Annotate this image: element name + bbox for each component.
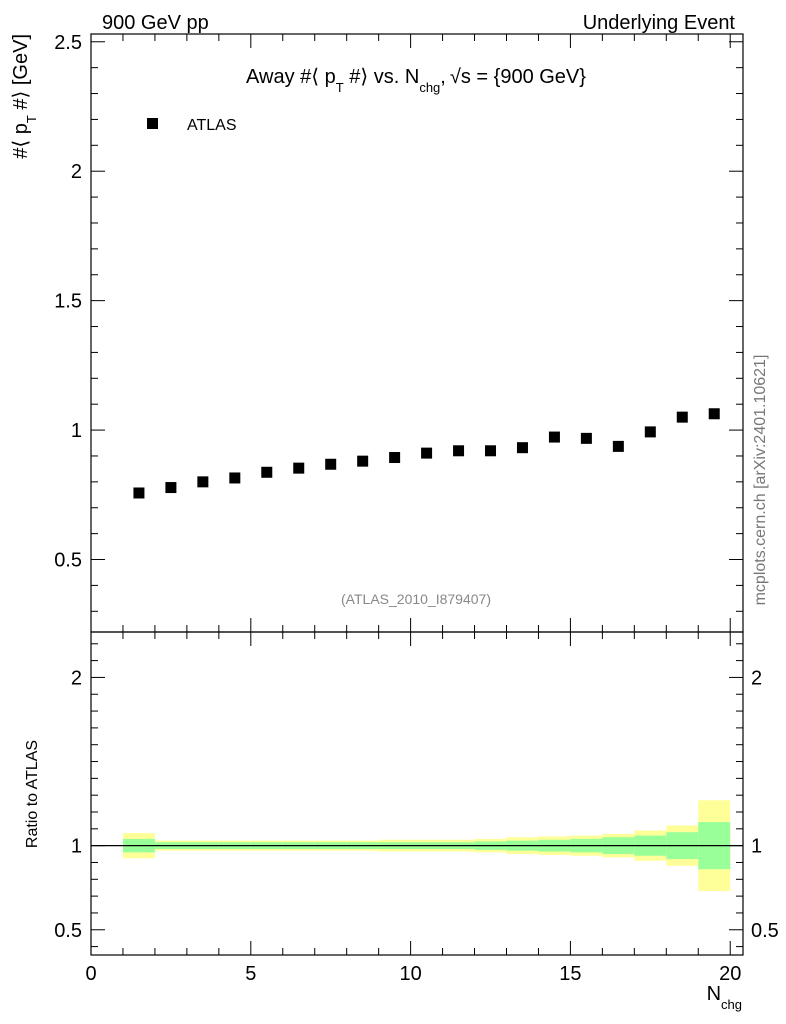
main-plot: 0.5 1 1.5 2 2.5 Away #⟨ pT #⟩ vs. Nchg, √s = … [10,32,744,633]
ratio-xtick-labels: 0 5 10 15 20 [85,963,741,985]
header-left-label: 900 GeV pp [102,12,209,34]
x-tick-label: 5 [245,963,256,985]
data-point [708,408,720,420]
data-point [197,476,209,488]
analysis-label: (ATLAS_2010_I879407) [341,591,491,607]
data-point [421,447,433,459]
data-point [676,411,688,423]
data-point [133,487,145,499]
x-tick-label: 20 [719,963,741,985]
data-point [293,462,305,474]
legend-marker-atlas [147,118,158,129]
main-ticks [90,34,743,632]
main-ytick-label: 2 [71,161,82,183]
data-point [580,432,592,444]
watermark: mcplots.cern.ch [arXiv:2401.10621] [752,355,769,606]
ratio-ytick-label-right: 2 [751,667,762,689]
ratio-ytick-label-right: 1 [751,836,762,858]
data-point [453,445,465,457]
data-point [548,431,560,443]
data-point [612,440,624,452]
header-right-label: Underlying Event [583,12,736,34]
ratio-plot: 0.5 0.5 1 1 2 2 0 5 10 15 20 Ratio to ATLAS Nchg [24,631,779,1012]
main-title: Away #⟨ pT #⟩ vs. Nchg, √s = {900 GeV} [246,66,586,95]
ratio-frame [90,631,744,956]
ratio-ytick-label: 0.5 [54,920,82,942]
data-point [389,452,401,464]
ratio-ytick-label: 1 [71,836,82,858]
data-point [325,458,337,470]
main-ytick-label: 1.5 [54,291,82,313]
data-point [357,455,369,467]
x-tick-label: 15 [559,963,581,985]
x-axis-label: Nchg [707,983,742,1012]
data-point [261,466,273,478]
x-tick-label: 10 [399,963,421,985]
ratio-ytick-labels: 0.5 0.5 1 1 2 2 [54,667,779,941]
main-data-points [133,408,720,499]
data-point [165,482,177,494]
data-point [516,442,528,454]
ratio-y-axis-label: Ratio to ATLAS [24,740,41,848]
main-y-axis-label: #⟨ pT #⟩ [GeV] [10,34,39,159]
legend-label-atlas: ATLAS [187,117,237,134]
data-point [229,472,241,484]
main-ytick-label: 2.5 [54,32,82,54]
ratio-ticks [90,632,743,955]
x-tick-label: 0 [85,963,96,985]
data-point [644,426,656,438]
main-ytick-labels: 0.5 1 1.5 2 2.5 [54,32,82,572]
ratio-ytick-label-right: 0.5 [751,920,779,942]
main-ytick-label: 0.5 [54,550,82,572]
ratio-ytick-label: 2 [71,667,82,689]
main-ytick-label: 1 [71,420,82,442]
data-point [485,445,497,457]
